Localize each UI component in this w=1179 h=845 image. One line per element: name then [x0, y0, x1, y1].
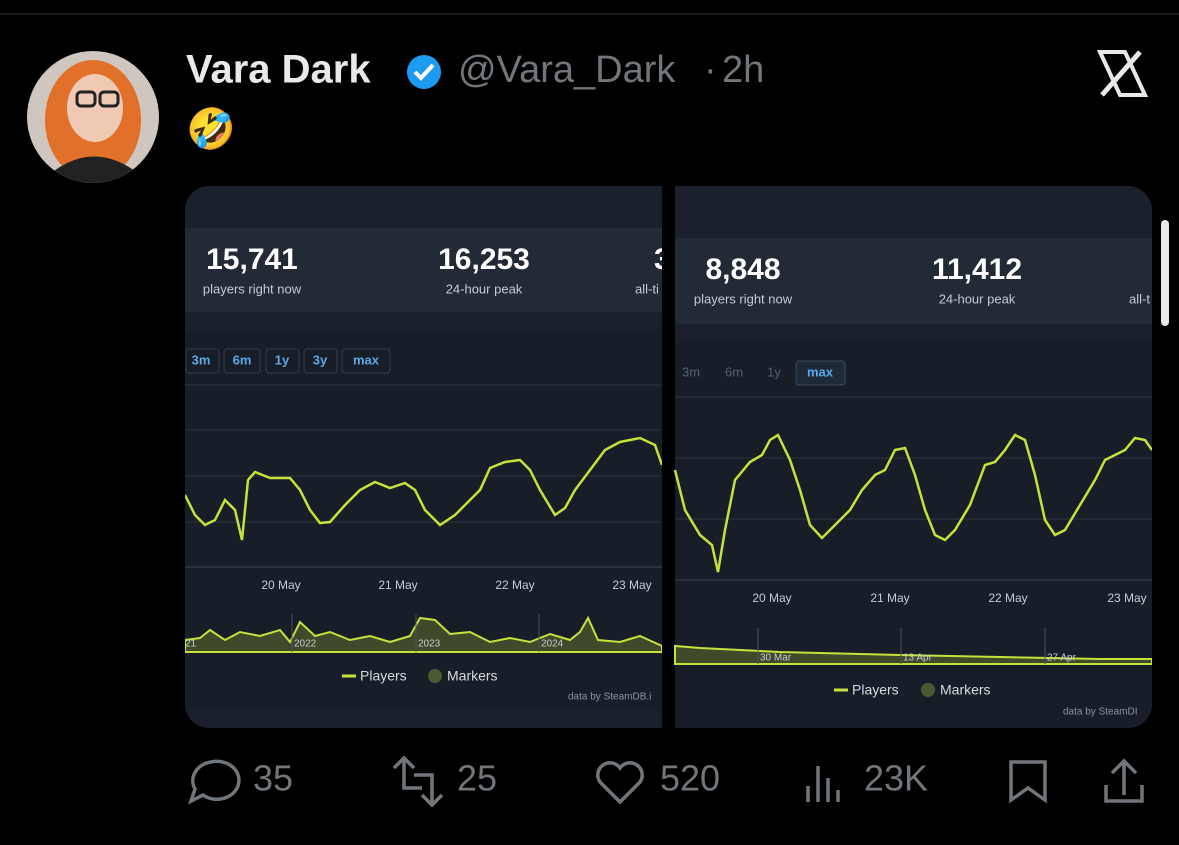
legend-label: Markers [447, 668, 498, 684]
image-divider [662, 186, 675, 728]
reply-icon[interactable] [188, 759, 241, 805]
navigator-area [185, 615, 663, 653]
range-buttons [185, 348, 391, 374]
date-label: 21 May [870, 591, 909, 605]
date-label: 20 May [261, 578, 300, 592]
stat-value: 11,412 [932, 253, 1022, 286]
navigator-ticks [757, 628, 1046, 664]
like-count: 520 [660, 758, 720, 799]
bookmark-icon[interactable] [1009, 760, 1047, 804]
navigator-label: 2024 [541, 639, 564, 650]
navigator-ticks [291, 614, 540, 652]
scrollbar[interactable] [1161, 220, 1169, 326]
range-button: 3m [682, 364, 700, 379]
navigator-label: 27 Apr [1047, 653, 1077, 664]
stat-label: all-ti [635, 281, 659, 296]
legend-label: Players [852, 682, 899, 698]
chart-area [675, 342, 1152, 728]
data-credit: data by SteamDB.i [568, 692, 651, 703]
player-line [673, 433, 1152, 573]
range-button: 6m [233, 352, 252, 367]
view-count: 23K [864, 758, 928, 799]
range-button-active [795, 360, 846, 386]
navigator-label: 2023 [418, 639, 441, 650]
avatar[interactable] [27, 51, 159, 183]
stat-label: 24-hour peak [446, 281, 523, 296]
range-button: max [807, 364, 834, 379]
user-handle[interactable]: @Vara_Dark [458, 49, 676, 91]
navigator-label: 21 [185, 639, 197, 650]
repost-count: 25 [457, 758, 497, 799]
date-label: 22 May [495, 578, 534, 592]
tweet-text: 🤣 [184, 106, 236, 155]
player-line [185, 436, 664, 541]
range-button: 3y [313, 352, 328, 367]
range-button: 3m [192, 352, 211, 367]
navigator-area [674, 644, 1152, 665]
stat-value: 15,741 [206, 243, 298, 276]
range-button: max [353, 352, 380, 367]
media[interactable]: 15,741 players right now 16,253 24-hour … [185, 186, 1152, 728]
share-icon[interactable] [1104, 758, 1144, 803]
legend-swatch [428, 669, 442, 683]
range-button: 1y [767, 364, 781, 379]
legend-swatch [921, 683, 935, 697]
stats-band [675, 238, 1152, 324]
navigator-label: 2022 [294, 639, 317, 650]
repost-icon[interactable] [392, 755, 444, 808]
range-button: 1y [275, 352, 290, 367]
user-name[interactable]: Vara Dark [186, 48, 371, 92]
stat-label: all-t [1129, 291, 1150, 306]
date-label: 23 May [1107, 591, 1146, 605]
stat-label: players right now [203, 281, 302, 296]
verified-badge [407, 55, 441, 89]
stat-label: 24-hour peak [939, 291, 1016, 306]
date-label: 23 May [612, 578, 651, 592]
date-label: 22 May [988, 591, 1027, 605]
stat-label: players right now [694, 291, 793, 306]
legend-label: Markers [940, 682, 991, 698]
legend-label: Players [360, 668, 407, 684]
action-icons [188, 755, 1144, 808]
separator: · [704, 49, 717, 91]
timestamp[interactable]: 2h [722, 49, 764, 91]
navigator-label: 30 Mar [760, 653, 792, 664]
stat-value: 8,848 [705, 253, 780, 286]
date-label: 20 May [752, 591, 791, 605]
navigator-label: 13 Apr [903, 653, 933, 664]
data-credit: data by SteamDI [1063, 707, 1137, 718]
date-label: 21 May [378, 578, 417, 592]
views-icon[interactable] [806, 766, 840, 802]
stats-band [185, 228, 662, 312]
stat-value: 16,253 [438, 243, 530, 276]
like-icon[interactable] [596, 761, 644, 805]
reply-count: 35 [253, 758, 293, 799]
x-logo [1096, 50, 1149, 97]
range-button: 6m [725, 364, 743, 379]
